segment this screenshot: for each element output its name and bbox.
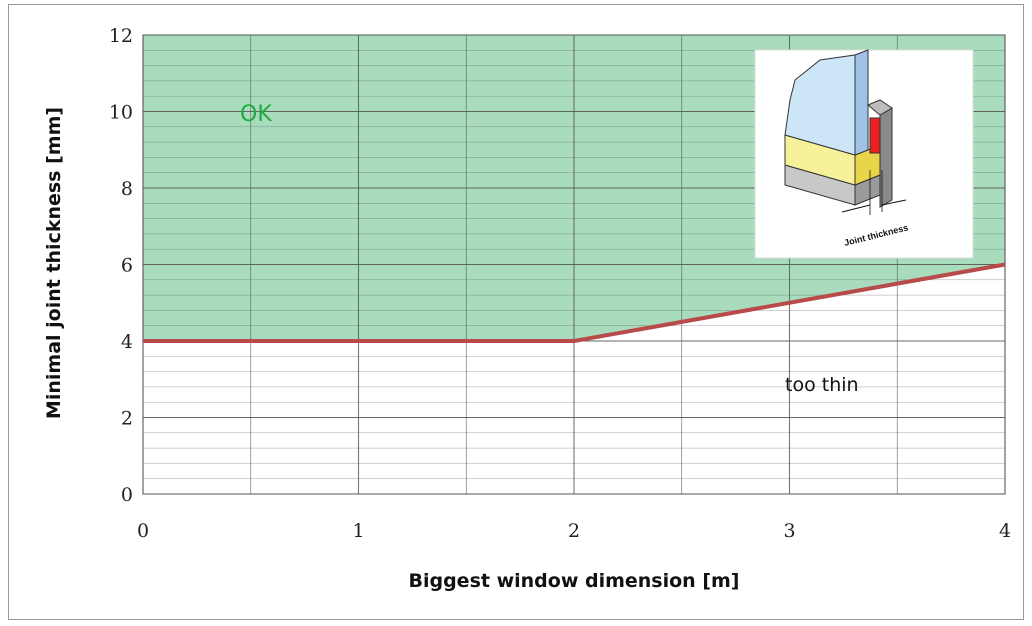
y-tick-label: 6 [121, 255, 133, 277]
y-tick-label: 12 [109, 25, 133, 47]
x-axis-title: Biggest window dimension [m] [408, 570, 739, 592]
y-tick-label: 2 [121, 408, 133, 430]
x-tick-label: 4 [999, 520, 1011, 542]
y-tick-label: 4 [121, 331, 133, 353]
x-tick-label: 2 [568, 520, 580, 542]
joint-diagram-inset: Joint thickness [754, 49, 974, 259]
inset-frame-top [867, 99, 893, 116]
x-tick-label: 1 [352, 520, 364, 542]
inset-glass-edge [854, 49, 869, 156]
y-tick-label: 10 [109, 102, 133, 124]
y-axis-title: Minimal joint thickness [mm] [43, 107, 65, 419]
x-tick-label: 3 [783, 520, 795, 542]
too-thin-region-label: too thin [785, 374, 859, 396]
y-tick-label: 8 [121, 178, 133, 200]
ok-region-label: OK [240, 102, 272, 127]
inset-arrow-right [881, 199, 907, 206]
threshold-line [143, 262, 1006, 343]
x-tick-label: 0 [137, 520, 149, 542]
y-tick-label: 0 [121, 484, 133, 506]
inset-arrow-left [841, 204, 871, 213]
line-layer [143, 262, 1006, 343]
